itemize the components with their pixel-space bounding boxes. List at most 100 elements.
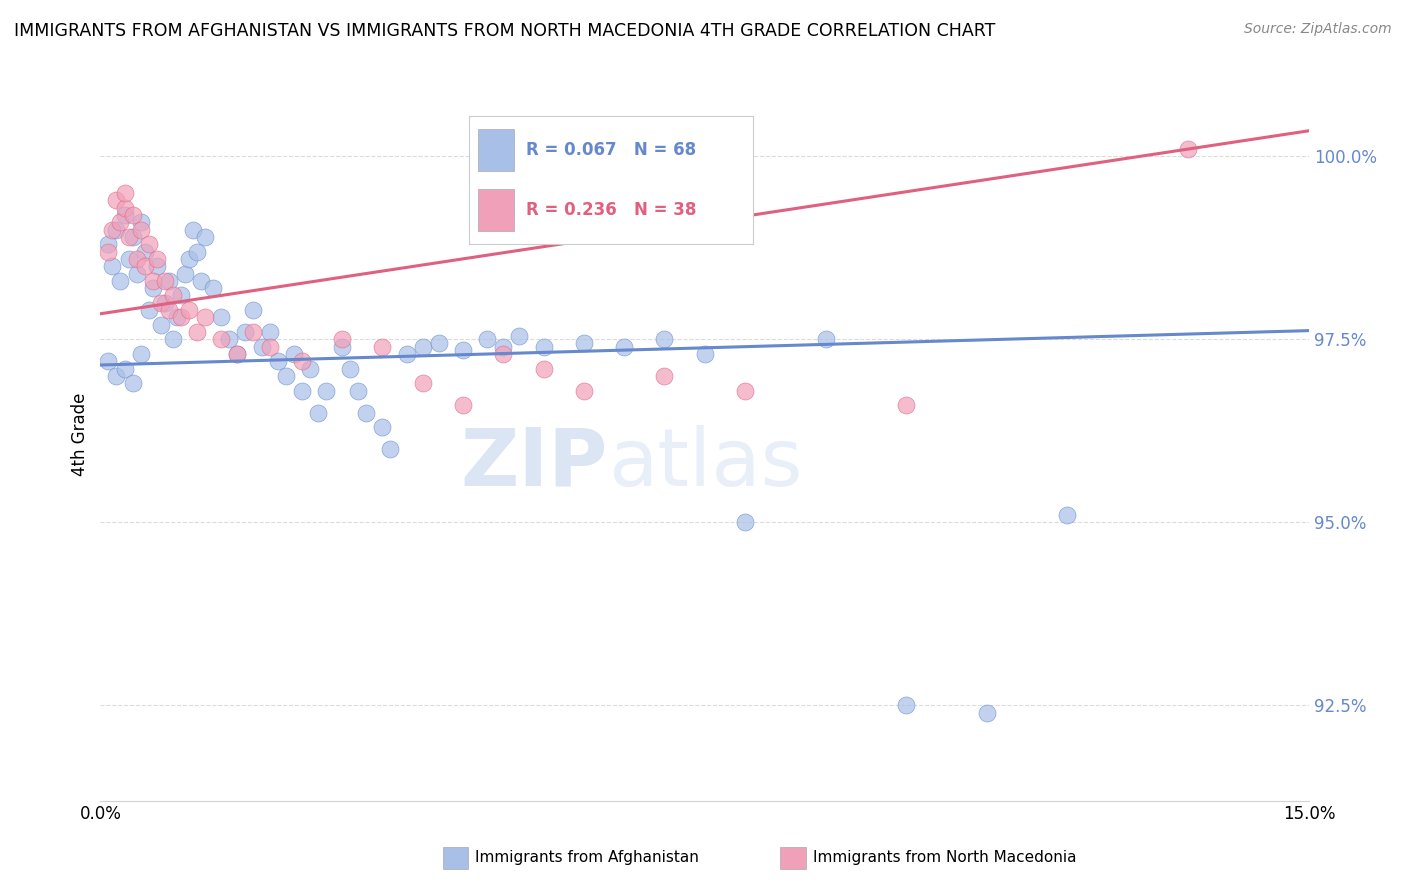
Point <box>114 208 136 222</box>
Point <box>734 516 756 530</box>
Point <box>194 230 217 244</box>
Point <box>572 336 595 351</box>
Point <box>162 332 184 346</box>
Point <box>186 325 208 339</box>
Point <box>114 201 136 215</box>
Point <box>105 369 128 384</box>
Point <box>330 340 353 354</box>
Point <box>451 398 474 412</box>
Point <box>572 384 595 398</box>
Point <box>976 706 998 720</box>
Point <box>427 336 450 351</box>
Point <box>138 303 160 318</box>
Point <box>259 325 281 339</box>
Point <box>121 230 143 244</box>
Point <box>242 303 264 318</box>
Point <box>134 244 156 259</box>
Point <box>250 340 273 354</box>
Point <box>283 347 305 361</box>
Text: ZIP: ZIP <box>461 425 607 503</box>
Point <box>291 384 314 398</box>
Point <box>129 347 152 361</box>
Point <box>693 347 716 361</box>
Text: Source: ZipAtlas.com: Source: ZipAtlas.com <box>1244 22 1392 37</box>
Point <box>654 369 676 384</box>
Point <box>475 332 498 346</box>
Point <box>121 376 143 391</box>
Point <box>105 222 128 236</box>
Point <box>114 186 136 200</box>
Point <box>186 244 208 259</box>
Point <box>121 208 143 222</box>
Point <box>1177 142 1199 156</box>
Point <box>315 384 337 398</box>
Point <box>492 340 515 354</box>
Point <box>117 230 139 244</box>
Point <box>356 406 378 420</box>
Point <box>170 310 193 325</box>
Point <box>371 420 394 434</box>
Point <box>226 347 249 361</box>
Point <box>110 215 132 229</box>
Point <box>157 274 180 288</box>
Point <box>226 347 249 361</box>
Point <box>298 361 321 376</box>
Point <box>101 259 124 273</box>
Point <box>170 288 193 302</box>
Point <box>533 340 555 354</box>
Point <box>209 332 232 346</box>
Point <box>613 340 636 354</box>
Point <box>97 354 120 368</box>
Point <box>97 237 120 252</box>
Point <box>339 361 361 376</box>
Point <box>125 267 148 281</box>
Y-axis label: 4th Grade: 4th Grade <box>72 392 89 476</box>
Point <box>1056 508 1078 522</box>
Point <box>97 244 120 259</box>
Point <box>412 376 434 391</box>
Point <box>896 698 918 713</box>
Point <box>166 310 188 325</box>
Point <box>142 281 165 295</box>
Point <box>814 332 837 346</box>
Point <box>330 332 353 346</box>
Point <box>533 361 555 376</box>
Point <box>654 332 676 346</box>
Point <box>110 274 132 288</box>
Point <box>395 347 418 361</box>
Point <box>134 259 156 273</box>
Point <box>347 384 370 398</box>
Point <box>129 215 152 229</box>
Point <box>153 295 176 310</box>
Point <box>508 328 530 343</box>
Point <box>145 259 167 273</box>
Point <box>218 332 240 346</box>
Point <box>101 222 124 236</box>
Point <box>194 310 217 325</box>
Point <box>242 325 264 339</box>
Point <box>162 288 184 302</box>
Point <box>274 369 297 384</box>
Point <box>153 274 176 288</box>
Point <box>734 384 756 398</box>
Point <box>380 442 402 457</box>
Point <box>117 252 139 266</box>
Point <box>896 398 918 412</box>
Point <box>291 354 314 368</box>
Text: Immigrants from Afghanistan: Immigrants from Afghanistan <box>475 850 699 865</box>
Point <box>145 252 167 266</box>
Text: Immigrants from North Macedonia: Immigrants from North Macedonia <box>813 850 1076 865</box>
Point <box>105 194 128 208</box>
Point <box>177 303 200 318</box>
Point <box>209 310 232 325</box>
Point <box>142 274 165 288</box>
Point <box>202 281 225 295</box>
Text: IMMIGRANTS FROM AFGHANISTAN VS IMMIGRANTS FROM NORTH MACEDONIA 4TH GRADE CORRELA: IMMIGRANTS FROM AFGHANISTAN VS IMMIGRANT… <box>14 22 995 40</box>
Point <box>114 361 136 376</box>
Point <box>266 354 288 368</box>
Point <box>235 325 257 339</box>
Text: atlas: atlas <box>607 425 803 503</box>
Point <box>174 267 197 281</box>
Point <box>125 252 148 266</box>
Point <box>451 343 474 358</box>
